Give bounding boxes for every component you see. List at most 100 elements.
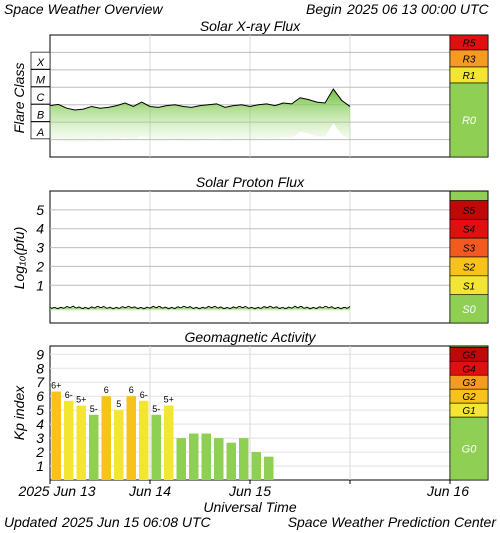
swpc-credit: Space Weather Prediction Center [288, 514, 498, 530]
proton-flux-fill [50, 307, 350, 311]
kp-bar [226, 442, 236, 480]
flare-class-b: B [37, 109, 44, 121]
scale-label-r3: R3 [463, 55, 476, 66]
updated-value: 2025 Jun 15 06:08 UTC [61, 514, 212, 530]
scale-band [449, 294, 489, 324]
kp-bar-label: 5+ [164, 395, 174, 405]
kp-bar-label: 6+ [51, 381, 61, 391]
flare-class-box [30, 86, 51, 105]
xray-ylabel: Flare Class [11, 63, 27, 134]
kp-bar [64, 400, 74, 480]
xray-flux-fill [50, 89, 350, 144]
x-axis-ticks: 2025 Jun 13 Jun 14 Jun 15 Jun 16 [17, 480, 469, 499]
flare-class-x: X [36, 57, 45, 69]
updated-label: Updated [4, 514, 58, 530]
kp-bar-label: 6 [104, 385, 109, 395]
scale-label-g2: G2 [462, 392, 476, 403]
kp-bar [76, 405, 86, 480]
kp-y-tick: 9 [36, 346, 44, 362]
kp-bar [239, 438, 249, 480]
scale-label-r5: R5 [463, 39, 476, 50]
begin-value: 2025 06 13 00:00 UTC [346, 1, 490, 17]
scale-label-g1: G1 [462, 406, 475, 417]
scale-label-s1: S1 [463, 281, 475, 292]
kp-y-tick: 2 [35, 444, 44, 460]
kp-y-tick: 6 [36, 388, 44, 404]
kp-y-tick: 7 [36, 374, 45, 390]
x-tick-label: 2025 Jun 13 [17, 483, 95, 499]
proton-y-tick: 5 [36, 202, 44, 218]
proton-y-tick: 2 [35, 258, 44, 274]
kp-bar [139, 400, 149, 480]
scale-label-g0: G0 [462, 444, 478, 456]
kp-ylabel: Kp index [11, 385, 27, 440]
scale-band [449, 82, 489, 158]
proton-ylabel: Log₁₀(pfu) [11, 227, 27, 289]
proton-y-tick: 3 [36, 240, 44, 256]
kp-bar [164, 405, 174, 480]
x-tick-label: Jun 16 [426, 483, 469, 499]
proton-y-tick: 1 [36, 277, 44, 293]
proton-flux-line [49, 305, 351, 310]
proton-y-tick: 4 [36, 221, 44, 237]
kp-title: Geomagnetic Activity [185, 329, 317, 345]
xray-flux-line [49, 88, 351, 111]
kp-bar [126, 396, 136, 480]
kp-y-tick: 4 [36, 416, 44, 432]
scale-label-s0: S0 [462, 304, 476, 316]
kp-g-scale: G5 G4 G3 G2 G1 G0 [449, 345, 489, 481]
scale-label-r1: R1 [463, 71, 476, 82]
kp-y-tick: 8 [36, 360, 44, 376]
kp-bar-label: 6- [65, 390, 73, 400]
kp-bar-label: 6- [140, 390, 148, 400]
scale-label-s4: S4 [463, 225, 476, 236]
kp-bar [151, 414, 161, 480]
scale-label-s5: S5 [463, 206, 476, 217]
proton-gridlines [50, 191, 450, 323]
kp-bar-label: 5- [152, 404, 160, 414]
flare-class-box [30, 51, 51, 70]
kp-bar [51, 391, 61, 480]
proton-y-ticks: 5 4 3 2 1 [35, 202, 44, 293]
xray-title: Solar X-ray Flux [200, 18, 301, 34]
x-tick-label: Jun 14 [128, 483, 171, 499]
kp-bars: 6+6- 5+5-656 6-5-5+ [51, 381, 274, 480]
kp-bar-label: 5 [116, 399, 121, 409]
flare-class-m: M [36, 75, 46, 87]
x-axis-title: Universal Time [203, 499, 296, 515]
scale-band [449, 416, 489, 481]
kp-bar [264, 456, 274, 480]
scale-label-g5: G5 [462, 350, 476, 361]
kp-bar-label: 5+ [76, 395, 86, 405]
kp-bar [214, 438, 224, 480]
flare-class-box [30, 69, 51, 87]
x-tick-label: Jun 15 [228, 483, 271, 499]
scale-label-s3: S3 [463, 244, 476, 255]
flare-class-a: A [36, 127, 44, 139]
kp-bar [189, 433, 199, 480]
kp-bar-label: 5- [90, 404, 98, 414]
proton-ylabel-text: Log₁₀(pfu) [11, 227, 27, 289]
kp-bar [101, 396, 111, 480]
kp-bar [176, 438, 186, 480]
proton-s-scale: S5 S4 S3 S2 S1 S0 [449, 190, 489, 324]
kp-y-tick: 3 [36, 430, 44, 446]
xray-flux-area [49, 88, 351, 144]
kp-bar-label: 6 [129, 385, 134, 395]
kp-y-tick: 1 [36, 458, 44, 474]
xray-r-scale: R5 R3 R1 R0 [449, 34, 489, 158]
kp-bar [251, 452, 261, 480]
kp-bar [114, 410, 124, 480]
scale-label-s2: S2 [463, 262, 476, 273]
proton-flux-area [49, 305, 351, 311]
kp-bar [89, 414, 99, 480]
scale-label-g4: G4 [462, 364, 476, 375]
begin-label: Begin [306, 1, 342, 17]
proton-title: Solar Proton Flux [196, 174, 305, 190]
kp-bar [201, 433, 211, 480]
kp-y-tick: 5 [36, 402, 44, 418]
overview-title: Space Weather Overview [4, 1, 163, 17]
